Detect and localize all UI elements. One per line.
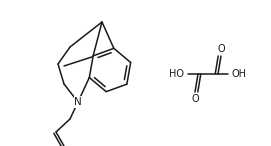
Text: N: N bbox=[74, 97, 82, 107]
Text: O: O bbox=[191, 94, 199, 104]
Text: HO: HO bbox=[169, 69, 185, 79]
Text: OH: OH bbox=[231, 69, 247, 79]
Text: O: O bbox=[217, 44, 225, 54]
